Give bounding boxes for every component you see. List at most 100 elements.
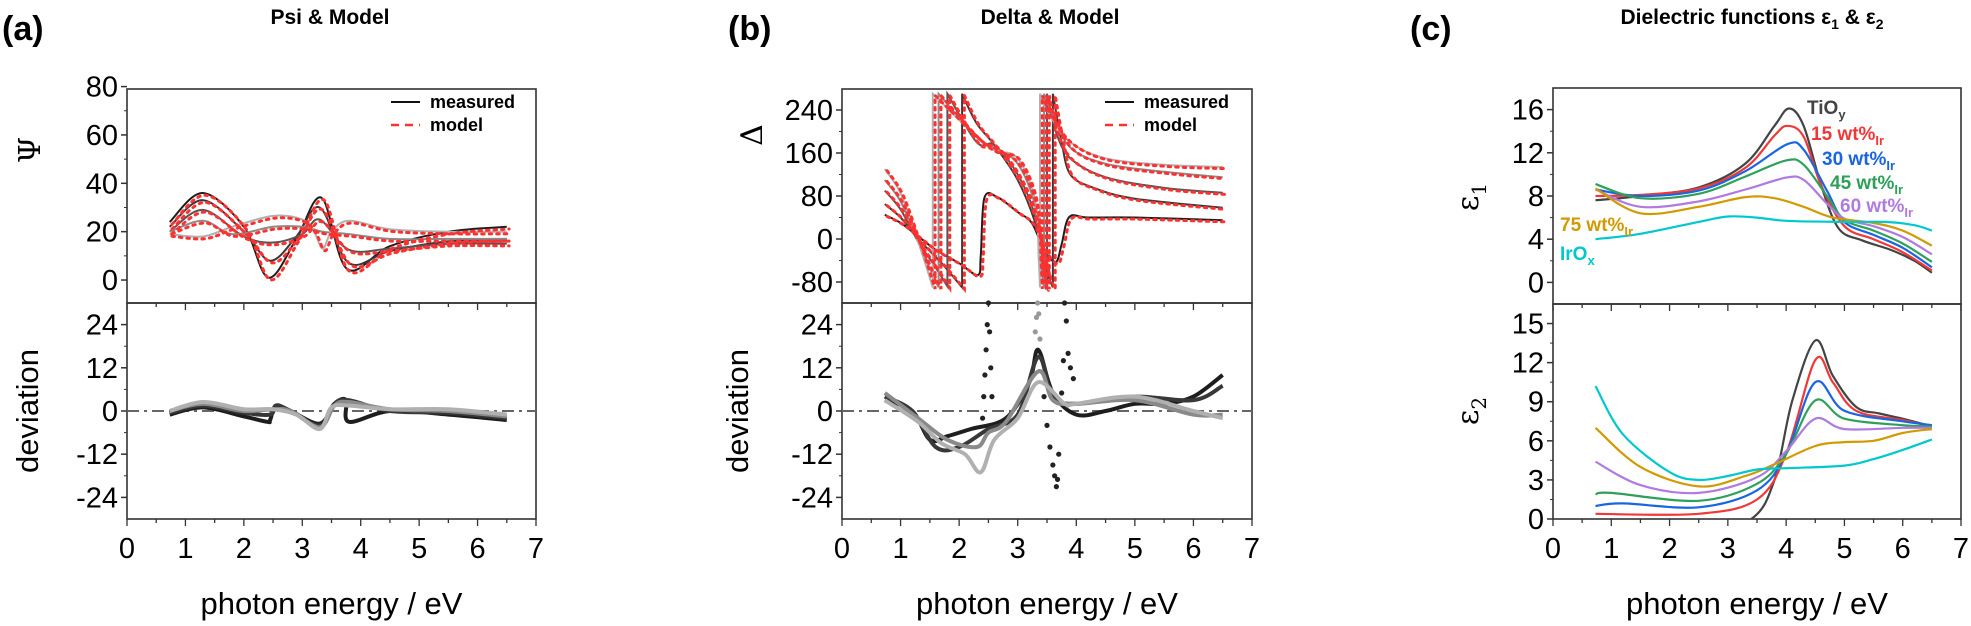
y-axis-label: Ψ (13, 137, 48, 163)
x-tick-label: 0 (119, 533, 135, 565)
deviation-point (1065, 350, 1071, 356)
deviation-point (1067, 365, 1074, 371)
panel-title-part: & ε (1839, 6, 1876, 29)
series-label-45: 45 wt%Ir (1830, 173, 1903, 197)
y-axis-label: deviation (10, 349, 45, 473)
series-label-text: IrO (1560, 244, 1587, 265)
plot-b-bottom: -24 -12 0 12 24 (791, 300, 1253, 526)
y-tick-label: -24 (791, 482, 833, 514)
deviation-point (988, 365, 994, 371)
y-tick-label: 240 (785, 95, 833, 127)
deviation-point (1053, 484, 1059, 490)
x-tick-label: 5 (1836, 533, 1852, 565)
model-curve (170, 193, 511, 282)
y-tick-label: 24 (801, 310, 833, 342)
x-tick-label: 1 (893, 533, 909, 565)
deviation-point (1070, 376, 1076, 382)
series-label-text: TiO (1807, 98, 1838, 119)
plot-b-top: -80 0 80 160 240 (785, 88, 1253, 310)
y-tick-label: -24 (76, 482, 118, 514)
x-tick-label: 2 (1662, 533, 1678, 565)
y-tick-label: 0 (1528, 504, 1544, 536)
y-axis-label: Δ (735, 124, 770, 146)
series-label-IrOx: IrOx (1560, 244, 1595, 268)
y-tick-label: 9 (1528, 387, 1544, 419)
y-axis-label: ε2 (1451, 397, 1491, 425)
series-label-subscript: Ir (1624, 224, 1633, 239)
deviation-point (1032, 329, 1038, 335)
plot-frame (1552, 303, 1962, 520)
deviation-curve (883, 369, 1223, 450)
x-axis-label: photon energy / eV (1626, 586, 1888, 621)
series-label-30: 30 wt%Ir (1822, 149, 1895, 173)
series-label-75: 75 wt%Ir (1560, 215, 1633, 239)
panel-title: Psi & Model (270, 6, 389, 29)
series-label-text: 75 wt% (1560, 215, 1625, 236)
x-tick-label: 4 (1778, 533, 1794, 565)
deviation-point (1056, 451, 1062, 457)
x-tick-label: 4 (1068, 533, 1084, 565)
panel-label: (c) (1410, 10, 1452, 48)
deviation-curve (883, 380, 1224, 475)
series-label-subscript: Ir (1904, 205, 1913, 220)
deviation-curve (169, 399, 507, 431)
plot-a-bottom: -24 -12 0 12 24 (76, 302, 537, 526)
y-tick-label: 20 (86, 217, 118, 249)
model-curve (885, 91, 1227, 290)
y-tick-label: 16 (1512, 95, 1544, 127)
x-tick-label: 7 (1953, 533, 1969, 565)
panel-label: (b) (728, 10, 771, 48)
plot-c-bottom: 0 3 6 9 12 15 (1512, 303, 1962, 536)
y-tick-label: 6 (1528, 426, 1544, 458)
deviation-point (1052, 473, 1058, 479)
series-label-subscript: Ir (1894, 182, 1903, 197)
series-label-TiOy: TiOy (1807, 98, 1846, 122)
series-label-text: 15 wt% (1811, 124, 1876, 145)
series-label-60: 60 wt%Ir (1840, 196, 1913, 220)
model-curve (885, 91, 1227, 290)
deviation-point (1037, 336, 1043, 342)
y-axis-label: deviation (720, 349, 755, 473)
model-curve (885, 94, 1227, 294)
epsilon1-curve-IrOx (1595, 215, 1933, 241)
y-tick-label: 8 (1528, 181, 1544, 213)
series-label-subscript: Ir (1886, 158, 1895, 173)
y-tick-label: 0 (817, 224, 833, 256)
panel-title-part: 2 (1876, 16, 1884, 32)
legend-measured-label: measured (430, 92, 515, 112)
panel-title-part: 1 (1831, 16, 1839, 32)
x-tick-label: 3 (1010, 533, 1026, 565)
series-label-subscript: Ir (1875, 133, 1884, 148)
panel-label: (a) (2, 10, 44, 48)
panel-title: Delta & Model (981, 6, 1120, 29)
x-tick-label: 0 (1545, 533, 1561, 565)
epsilon2-curve-60 (1594, 416, 1932, 495)
deviation-point (1036, 311, 1042, 317)
deviation-point (1063, 318, 1069, 324)
deviation-point (989, 394, 995, 400)
model-curve (885, 90, 1227, 293)
y-tick-label: 12 (801, 353, 833, 385)
measured-curve (884, 93, 1223, 291)
deviation-point (1035, 300, 1041, 306)
x-axis-label: photon energy / eV (916, 586, 1178, 621)
deviation-point (984, 322, 990, 328)
y-tick-label: 40 (86, 168, 118, 200)
deviation-point (1041, 394, 1047, 400)
x-tick-label: 2 (951, 533, 967, 565)
y-tick-label: 15 (1512, 309, 1544, 341)
x-tick-label: 4 (353, 533, 369, 565)
deviation-point (1060, 358, 1066, 364)
y-tick-label: 0 (102, 265, 118, 297)
legend-model-label: model (1144, 115, 1197, 135)
epsilon2-curve-30 (1595, 379, 1933, 509)
y-tick-label: 0 (1528, 267, 1544, 299)
x-tick-label: 6 (1895, 533, 1911, 565)
plot-a-top: 0 20 40 60 80 (86, 72, 537, 310)
panel-title: Dielectric functions ε1 & ε2 (1620, 6, 1883, 32)
epsilon1-curve-75 (1594, 187, 1933, 247)
y-tick-label: 60 (86, 120, 118, 152)
y-tick-label: 160 (785, 138, 833, 170)
model-curve (170, 216, 511, 253)
